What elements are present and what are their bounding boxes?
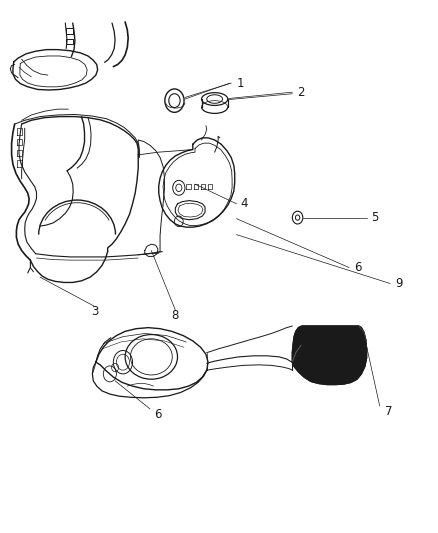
Text: 1: 1 (236, 77, 244, 90)
Text: 9: 9 (395, 277, 403, 290)
Text: 6: 6 (154, 408, 162, 421)
Text: 3: 3 (91, 305, 98, 318)
Text: 8: 8 (172, 309, 179, 322)
Text: 5: 5 (371, 211, 379, 224)
Text: 4: 4 (240, 197, 248, 211)
Text: 2: 2 (297, 86, 305, 99)
Text: 7: 7 (385, 405, 392, 417)
Polygon shape (292, 326, 367, 384)
Text: 6: 6 (354, 261, 362, 274)
